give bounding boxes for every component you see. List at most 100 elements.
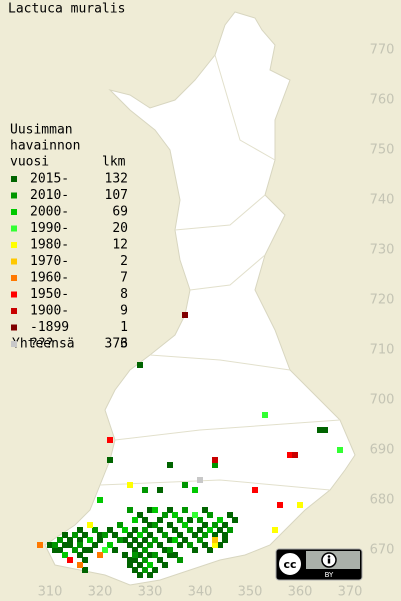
occurrence-square xyxy=(207,527,213,533)
occurrence-square xyxy=(137,562,143,568)
y-tick-label: 680 xyxy=(370,493,395,508)
occurrence-square xyxy=(142,517,148,523)
legend-count: 8 xyxy=(120,287,128,302)
occurrence-square xyxy=(142,487,148,493)
legend-total: 373 xyxy=(105,337,128,352)
occurrence-square xyxy=(222,537,228,543)
occurrence-square xyxy=(167,547,173,553)
occurrence-square xyxy=(97,537,103,543)
occurrence-square xyxy=(132,547,138,553)
occurrence-square xyxy=(57,537,63,543)
legend-count: 12 xyxy=(112,238,128,253)
occurrence-square xyxy=(202,507,208,513)
occurrence-square xyxy=(107,437,113,443)
occurrence-square xyxy=(132,557,138,563)
occurrence-square xyxy=(87,522,93,528)
occurrence-square xyxy=(167,507,173,513)
occurrence-square xyxy=(127,482,133,488)
occurrence-square xyxy=(322,427,328,433)
occurrence-square xyxy=(67,537,73,543)
occurrence-square xyxy=(152,507,158,513)
occurrence-square xyxy=(82,547,88,553)
occurrence-square xyxy=(212,522,218,528)
occurrence-square xyxy=(102,547,108,553)
occurrence-square xyxy=(97,552,103,558)
occurrence-square xyxy=(37,542,43,548)
occurrence-square xyxy=(127,507,133,513)
occurrence-square xyxy=(172,512,178,518)
occurrence-square xyxy=(97,532,103,538)
occurrence-square xyxy=(182,312,188,318)
occurrence-square xyxy=(142,567,148,573)
legend-swatch xyxy=(11,324,17,331)
occurrence-square xyxy=(122,552,128,558)
legend-label: ??? xyxy=(30,337,53,352)
occurrence-square xyxy=(137,512,143,518)
occurrence-square xyxy=(147,507,153,513)
license-label: BY xyxy=(325,571,334,579)
occurrence-square xyxy=(142,527,148,533)
occurrence-square xyxy=(77,537,83,543)
occurrence-square xyxy=(137,362,143,368)
legend-label: 1970- xyxy=(30,254,69,269)
y-tick-label: 700 xyxy=(370,393,395,408)
legend-swatch xyxy=(11,258,17,265)
x-tick-label: 350 xyxy=(238,585,263,600)
y-tick-label: 690 xyxy=(370,443,395,458)
occurrence-square xyxy=(182,522,188,528)
occurrence-square xyxy=(117,522,123,528)
occurrence-square xyxy=(217,527,223,533)
occurrence-square xyxy=(157,542,163,548)
occurrence-square xyxy=(337,447,343,453)
occurrence-square xyxy=(197,537,203,543)
y-tick-label: 730 xyxy=(370,243,395,258)
occurrence-square xyxy=(152,522,158,528)
legend-swatch xyxy=(11,225,17,232)
occurrence-square xyxy=(77,542,83,548)
occurrence-square xyxy=(217,517,223,523)
occurrence-square xyxy=(207,512,213,518)
region-borders xyxy=(99,54,341,491)
occurrence-square xyxy=(147,552,153,558)
legend-count: 2 xyxy=(120,254,128,269)
legend-count: 6 xyxy=(120,337,128,352)
license-badge: cc BY xyxy=(275,548,363,581)
y-tick-label: 760 xyxy=(370,93,395,108)
occurrence-square xyxy=(212,532,218,538)
svg-text:cc: cc xyxy=(283,558,296,571)
occurrence-square xyxy=(192,512,198,518)
legend-count: 7 xyxy=(120,271,128,286)
occurrence-square xyxy=(147,522,153,528)
occurrence-square xyxy=(167,522,173,528)
occurrence-square xyxy=(172,527,178,533)
occurrence-square xyxy=(262,412,268,418)
x-tick-label: 330 xyxy=(138,585,163,600)
occurrence-square xyxy=(67,542,73,548)
legend-label: 1950- xyxy=(30,287,69,302)
occurrence-square xyxy=(197,527,203,533)
y-tick-label: 720 xyxy=(370,293,395,308)
occurrence-square xyxy=(107,542,113,548)
occurrence-square xyxy=(87,547,93,553)
legend-swatch xyxy=(11,308,17,314)
occurrence-square xyxy=(212,537,218,543)
occurrence-square xyxy=(127,532,133,538)
x-tick-label: 340 xyxy=(188,585,213,600)
occurrence-square xyxy=(167,552,173,558)
occurrence-square xyxy=(57,547,63,553)
legend-header: Uusimman xyxy=(10,123,73,138)
occurrence-square xyxy=(112,532,118,538)
legend-header: havainnon xyxy=(10,139,80,154)
occurrence-square xyxy=(252,487,258,493)
occurrence-square xyxy=(172,537,178,543)
occurrence-square xyxy=(107,457,113,463)
occurrence-square xyxy=(197,517,203,523)
legend-count: 1 xyxy=(120,320,128,335)
occurrence-square xyxy=(77,527,83,533)
occurrence-square xyxy=(157,517,163,523)
legend-swatch xyxy=(11,192,17,199)
occurrence-square xyxy=(217,542,223,548)
occurrence-square xyxy=(142,547,148,553)
occurrence-square xyxy=(317,427,323,433)
occurrence-square xyxy=(227,527,233,533)
